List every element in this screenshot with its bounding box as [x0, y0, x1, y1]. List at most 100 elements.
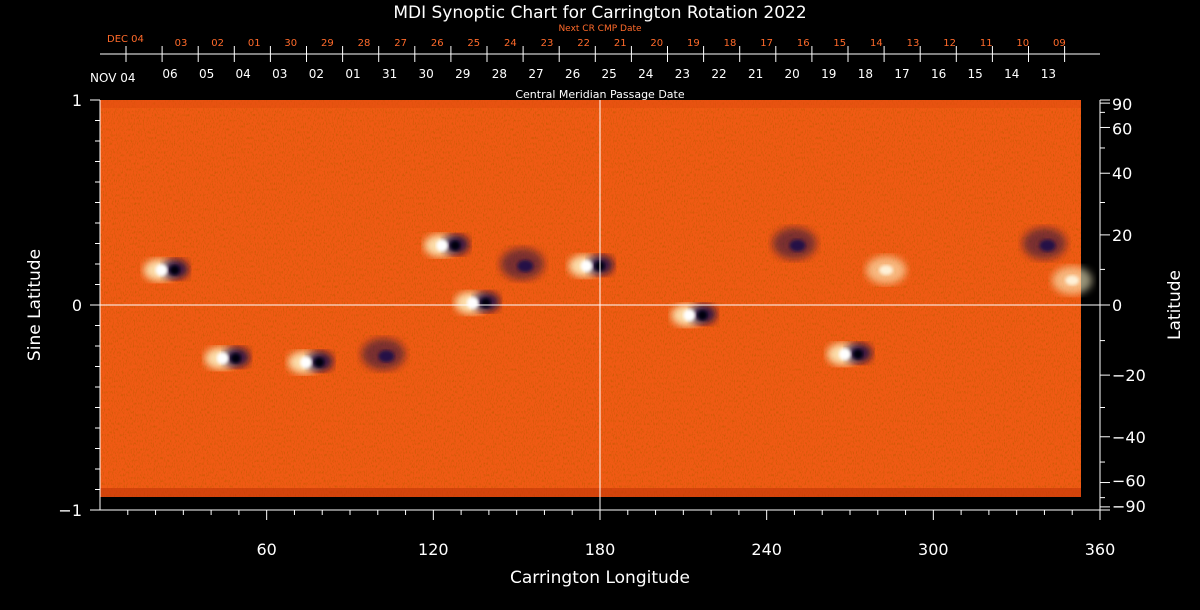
top-date-ticks [125, 46, 1066, 62]
current-cmp-day: 02 [309, 67, 324, 81]
top-date-axis: DEC 04 NOV 04 03 02 01 30 29 28 27 26 25 24 23 22 21… [90, 34, 1100, 85]
active-regions [143, 227, 1093, 374]
active-region [500, 248, 545, 280]
current-cmp-day: 04 [236, 67, 251, 81]
next-cmp-day: 20 [650, 38, 663, 49]
current-cmp-day: 05 [199, 67, 214, 81]
next-cmp-day: 03 [175, 38, 188, 49]
current-cmp-day: 21 [748, 67, 763, 81]
current-cmp-day: 28 [492, 67, 507, 81]
current-cmp-day: 15 [968, 67, 983, 81]
lat-tick-label: 20 [1112, 226, 1132, 245]
active-region [1052, 266, 1093, 295]
lat-tick-label: −60 [1112, 472, 1146, 491]
x-tick-label: 180 [585, 540, 616, 559]
lat-tick-label: 90 [1112, 95, 1132, 114]
next-cmp-day: 28 [358, 38, 371, 49]
current-cmp-day: 18 [858, 67, 873, 81]
y-axis-right-label: Latitude [1165, 270, 1185, 340]
next-cmp-day: 25 [467, 38, 480, 49]
current-cmp-day: 26 [565, 67, 580, 81]
current-cmp-day: 29 [455, 67, 470, 81]
next-cmp-day: 30 [284, 38, 297, 49]
lat-tick-label: −20 [1112, 366, 1146, 385]
active-region [454, 291, 500, 314]
y-tick-label: −1 [58, 501, 82, 520]
active-region [288, 351, 334, 374]
x-axis-label: Carrington Longitude [510, 568, 690, 588]
active-region [1022, 227, 1067, 260]
x-tick-label: 120 [418, 540, 449, 559]
next-cmp-day: 26 [431, 38, 444, 49]
field-top-strip [100, 100, 1081, 108]
current-cmp-day: 27 [528, 67, 543, 81]
next-cmp-day: 14 [870, 38, 883, 49]
active-region [827, 343, 872, 366]
current-cmp-day: 20 [785, 67, 800, 81]
cmp-subtitle: Central Meridian Passage Date [515, 88, 684, 101]
current-cmp-day: 17 [894, 67, 909, 81]
next-cmp-day: 09 [1053, 38, 1066, 49]
active-region [204, 347, 250, 370]
next-cmp-day: 17 [760, 38, 773, 49]
next-cmp-day: 19 [687, 38, 700, 49]
active-region [143, 259, 189, 282]
x-tick-label: 240 [751, 540, 782, 559]
lat-tick-label: −90 [1112, 497, 1146, 516]
x-tick-label: 300 [918, 540, 949, 559]
next-cmp-day: 27 [394, 38, 407, 49]
lat-tick-label: 60 [1112, 119, 1132, 138]
next-cmp-day: 13 [907, 38, 920, 49]
active-region [866, 256, 907, 285]
current-month-label: NOV 04 [90, 71, 136, 85]
next-cmp-day: 18 [724, 38, 737, 49]
next-cr-title: Next CR CMP Date [558, 24, 642, 34]
next-cmp-day: 15 [833, 38, 846, 49]
next-cmp-day: 01 [248, 38, 261, 49]
lat-tick-label: 0 [1112, 296, 1122, 315]
next-cmp-day: 22 [577, 38, 590, 49]
next-cmp-day: 02 [211, 38, 224, 49]
y-axis-left: 1 0 −1 [58, 91, 100, 520]
next-cmp-day: 12 [943, 38, 956, 49]
next-cmp-day: 29 [321, 38, 334, 49]
current-cmp-day: 01 [345, 67, 360, 81]
next-cmp-day: 23 [541, 38, 554, 49]
next-cmp-day: 16 [797, 38, 810, 49]
active-region [361, 338, 406, 371]
x-tick-label: 360 [1085, 540, 1116, 559]
next-cmp-days: 03 02 01 30 29 28 27 26 25 24 23 22 21 20 19 18 17 16 15 14… [175, 38, 1066, 49]
next-cmp-day: 10 [1016, 38, 1029, 49]
current-cmp-day: 06 [162, 67, 177, 81]
y-axis-right: 90 60 40 20 0 −20 −40 −60 −90 [1100, 95, 1146, 516]
active-region [424, 234, 470, 257]
current-cmp-day: 13 [1041, 67, 1056, 81]
current-cmp-day: 31 [382, 67, 397, 81]
chart-title: MDI Synoptic Chart for Carrington Rotati… [393, 3, 806, 23]
next-cmp-day: 21 [614, 38, 627, 49]
lat-tick-label: 40 [1112, 164, 1132, 183]
synoptic-map [100, 100, 1093, 497]
x-axis: 60 120 180 240 300 360 [127, 510, 1116, 559]
current-cmp-day: 16 [931, 67, 946, 81]
next-month-label: DEC 04 [107, 34, 144, 45]
active-region [568, 255, 614, 278]
y-tick-label: 1 [72, 91, 82, 110]
lat-tick-label: −40 [1112, 428, 1146, 447]
active-region [671, 304, 717, 327]
current-cmp-day: 24 [638, 67, 653, 81]
field-texture [100, 100, 1081, 497]
y-axis-label: Sine Latitude [25, 249, 45, 361]
field-bottom-strip [100, 488, 1081, 497]
current-cmp-day: 19 [821, 67, 836, 81]
current-cmp-day: 14 [1004, 67, 1019, 81]
current-cmp-day: 23 [675, 67, 690, 81]
current-cmp-day: 22 [711, 67, 726, 81]
current-cmp-day: 30 [419, 67, 434, 81]
active-region [772, 227, 817, 260]
current-cmp-day: 03 [272, 67, 287, 81]
current-cmp-days: 06 05 04 03 02 01 31 30 29 28 27 26 25 24 23 22 21 20 19 18… [162, 67, 1056, 81]
next-cmp-day: 24 [504, 38, 517, 49]
next-cmp-day: 11 [980, 38, 993, 49]
